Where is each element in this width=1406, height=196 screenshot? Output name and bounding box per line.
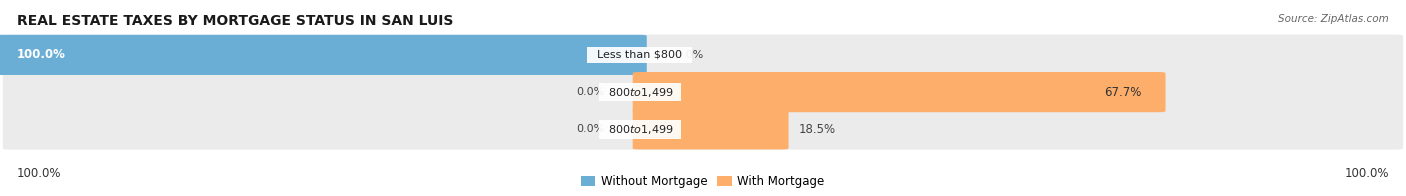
Text: $800 to $1,499: $800 to $1,499 — [602, 123, 678, 136]
Text: 18.5%: 18.5% — [799, 123, 835, 136]
FancyBboxPatch shape — [633, 109, 789, 149]
Text: 100.0%: 100.0% — [17, 167, 62, 180]
FancyBboxPatch shape — [0, 35, 647, 75]
FancyBboxPatch shape — [633, 72, 1166, 112]
Text: 0.0%: 0.0% — [675, 50, 703, 60]
Text: Source: ZipAtlas.com: Source: ZipAtlas.com — [1278, 14, 1389, 24]
Text: Less than $800: Less than $800 — [591, 50, 689, 60]
Text: 100.0%: 100.0% — [1344, 167, 1389, 180]
Text: $800 to $1,499: $800 to $1,499 — [602, 86, 678, 99]
Text: REAL ESTATE TAXES BY MORTGAGE STATUS IN SAN LUIS: REAL ESTATE TAXES BY MORTGAGE STATUS IN … — [17, 14, 453, 28]
FancyBboxPatch shape — [3, 35, 1403, 75]
Text: 67.7%: 67.7% — [1104, 86, 1142, 99]
Text: 0.0%: 0.0% — [576, 124, 605, 134]
Text: 0.0%: 0.0% — [576, 87, 605, 97]
FancyBboxPatch shape — [3, 72, 1403, 113]
FancyBboxPatch shape — [3, 109, 1403, 150]
Legend: Without Mortgage, With Mortgage: Without Mortgage, With Mortgage — [581, 175, 825, 188]
Text: 100.0%: 100.0% — [17, 48, 66, 61]
